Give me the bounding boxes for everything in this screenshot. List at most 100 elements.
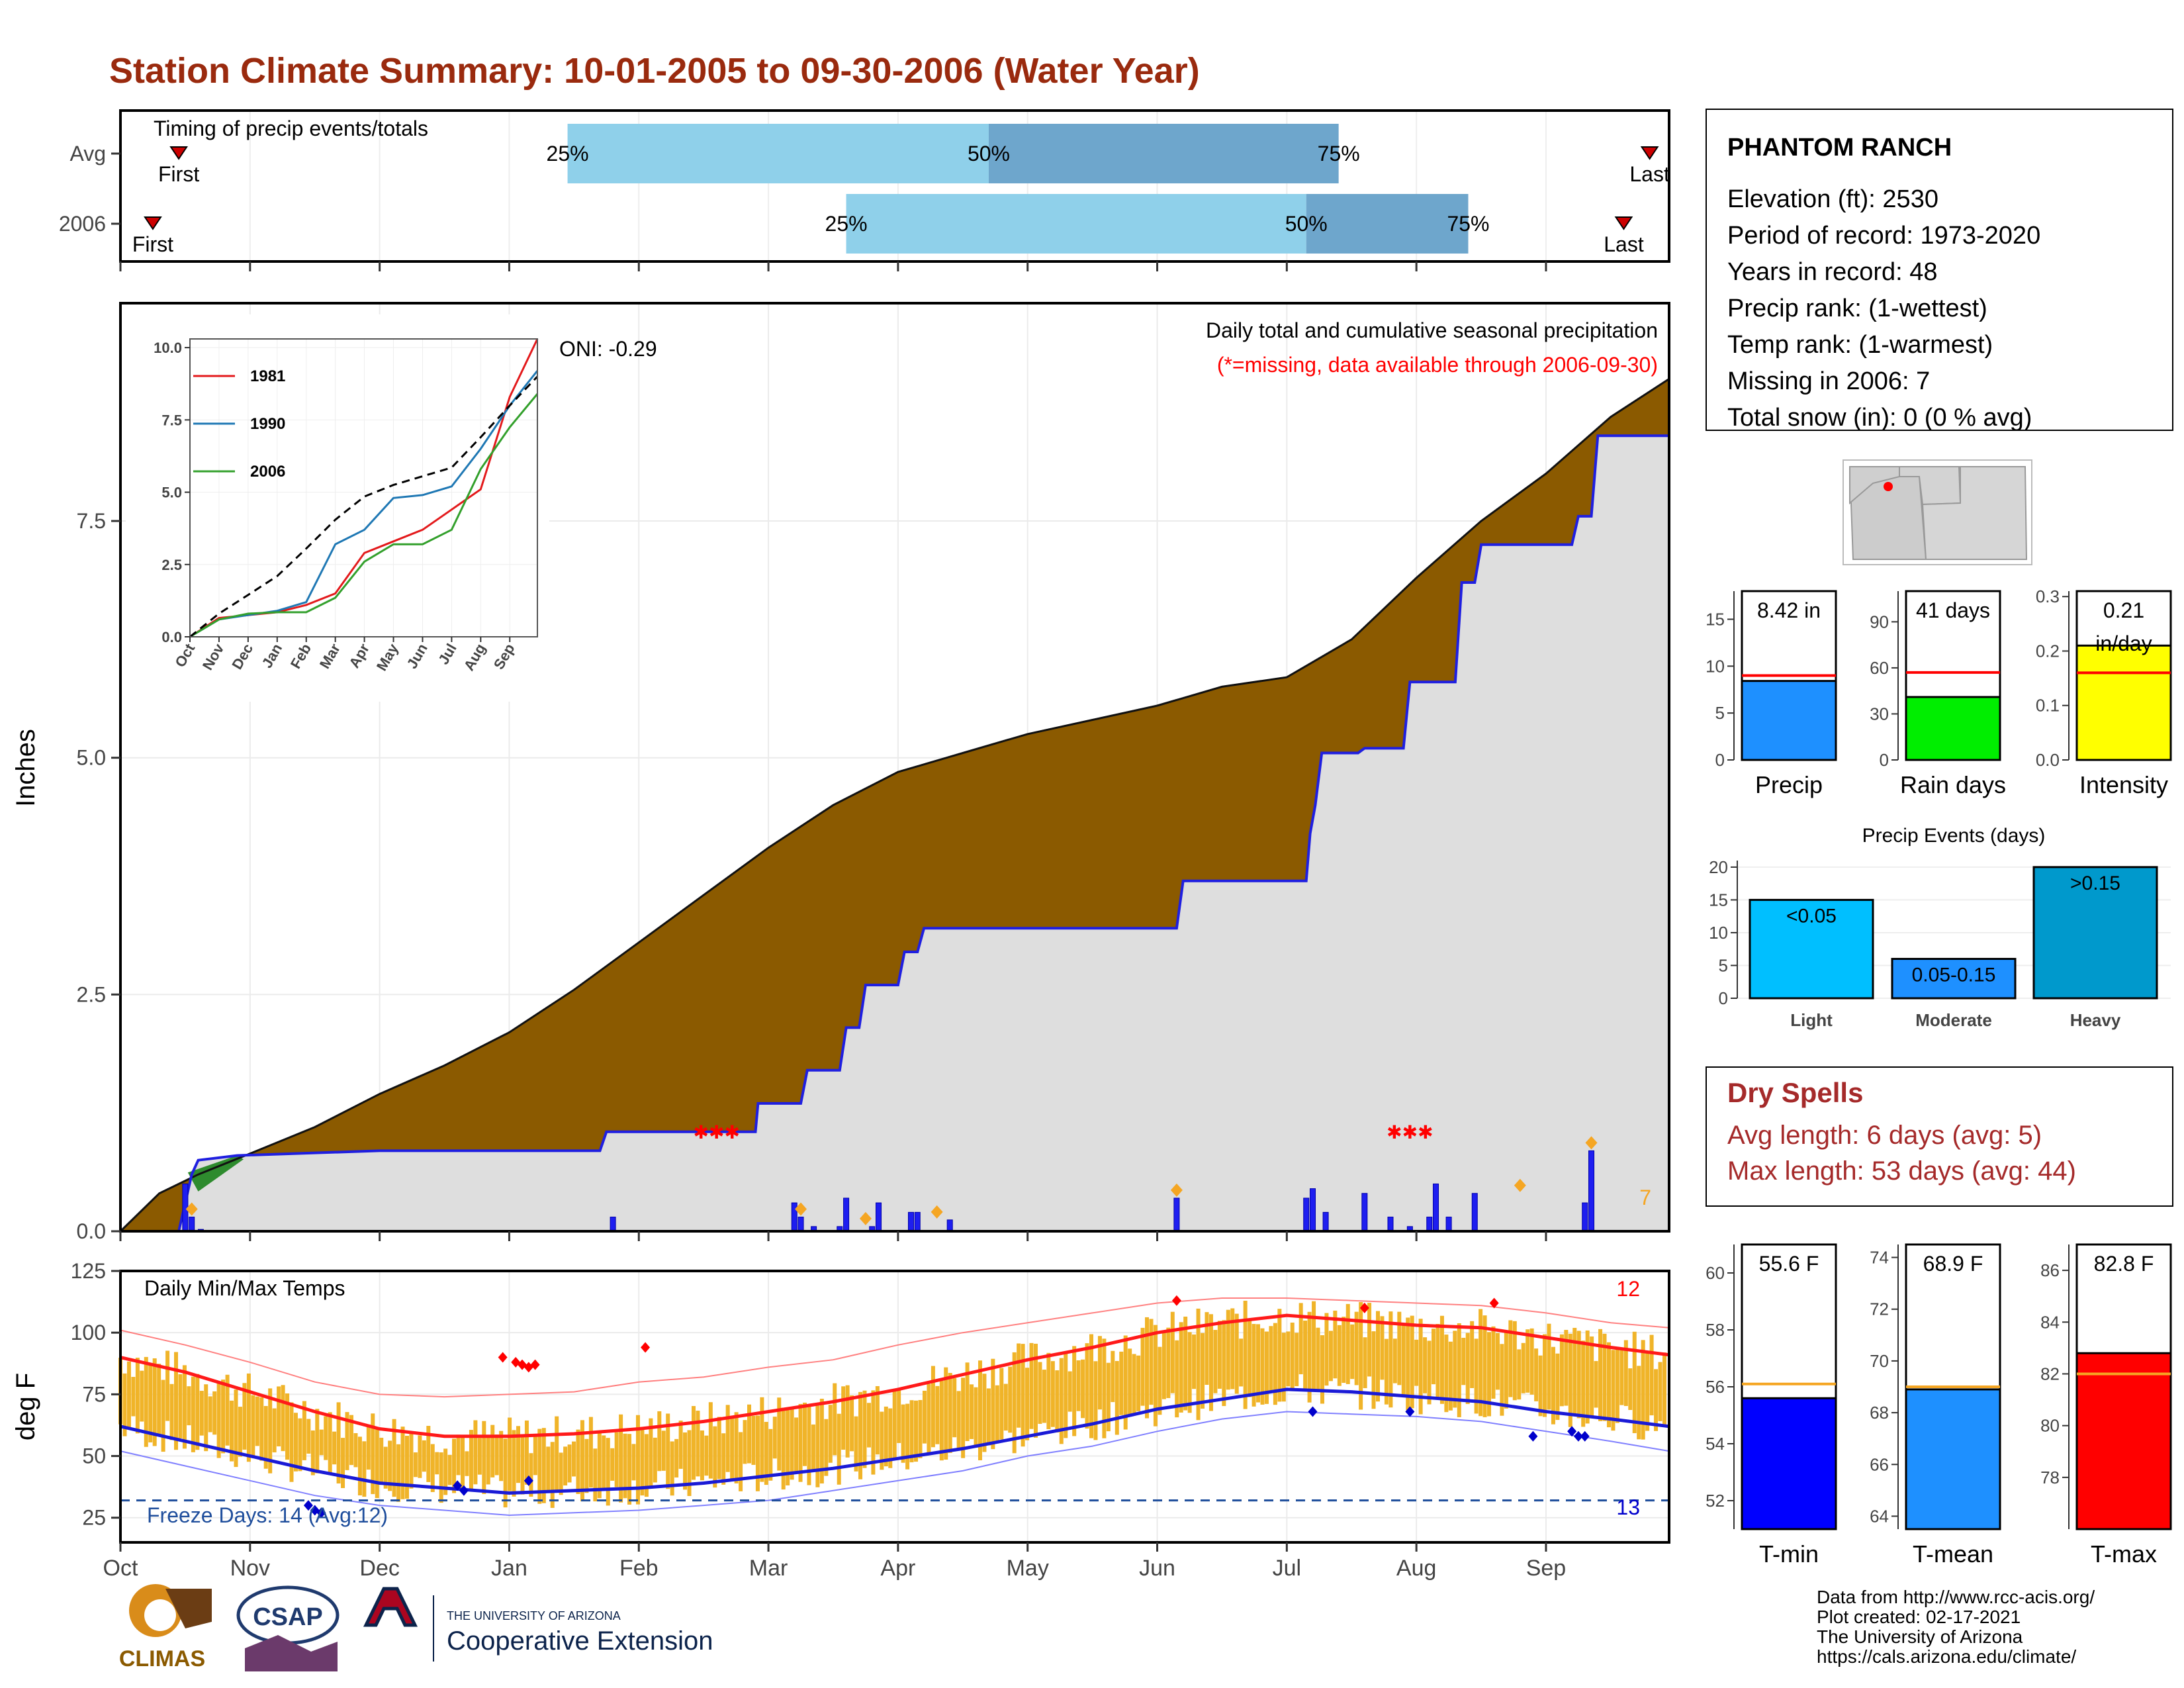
daily-temp-bar	[670, 1441, 674, 1496]
daily-temp-bar	[841, 1386, 846, 1450]
daily-temp-bar	[388, 1440, 392, 1491]
daily-temp-bar	[135, 1358, 140, 1434]
timing-panel: 25% 50% 75% First Last 25% 50% 75% First Last Tim…	[59, 109, 1670, 271]
daily-temp-bar	[1637, 1366, 1641, 1440]
heavy-event-marker	[1514, 1178, 1526, 1192]
events-bar-label: >0.15	[2070, 872, 2120, 894]
daily-temp-bar	[1439, 1315, 1444, 1404]
daily-temp-bar	[1033, 1343, 1038, 1438]
mini-value-label: 41 days	[1916, 598, 1990, 622]
daily-temp-bar	[1072, 1346, 1077, 1436]
events-y-tick-label: 20	[1709, 857, 1728, 877]
events-bar-label: 0.05-0.15	[1912, 964, 1996, 986]
mini-bar-fill	[1905, 696, 2001, 761]
daily-temp-bar	[494, 1434, 499, 1476]
station-info-frame	[1706, 109, 2173, 431]
precip-events-title: Precip Events (days)	[1862, 825, 2046, 847]
events-category-label: Light	[1790, 1010, 1833, 1030]
daily-temp-bar	[1482, 1315, 1487, 1417]
daily-temp-bar	[293, 1413, 298, 1472]
daily-temp-bar	[1170, 1311, 1175, 1393]
mini-value-label: 82.8 F	[2094, 1252, 2154, 1276]
daily-temp-bar	[854, 1416, 858, 1472]
mini-bar-fill	[2075, 1352, 2172, 1530]
daily-temp-bar	[1243, 1300, 1248, 1409]
daily-temp-bar	[588, 1417, 593, 1488]
daily-temp-bar	[499, 1430, 504, 1481]
daily-temp-bar	[208, 1396, 212, 1432]
daily-temp-bar	[1111, 1350, 1115, 1403]
daily-temp-bar	[914, 1400, 919, 1462]
timing-bar-q25-q50	[846, 194, 1306, 254]
daily-temp-bar	[1461, 1337, 1466, 1385]
daily-temp-bar	[961, 1378, 966, 1458]
daily-temp-bar	[1217, 1321, 1222, 1389]
timing-bar-q25-q50	[567, 124, 989, 183]
daily-temp-bar	[580, 1420, 584, 1502]
mini-value-label: 0.21	[2103, 598, 2144, 622]
daily-temp-bar	[666, 1413, 670, 1489]
daily-temp-bar	[430, 1444, 435, 1492]
daily-temp-bar	[610, 1448, 615, 1481]
daily-temp-bar	[1538, 1355, 1543, 1417]
temp-y-tick-label: 75	[82, 1382, 106, 1406]
record-tmin-line	[120, 1411, 1670, 1517]
csap-logo: CSAP	[236, 1585, 340, 1671]
footer-credit-line: The University of Arizona	[1817, 1626, 2023, 1647]
daily-temp-bar	[627, 1434, 632, 1505]
footer-credit-line: https://cals.arizona.edu/climate/	[1817, 1646, 2076, 1667]
inset-y-ticks: 0.0 2.5 5.0 7.5 10.0	[154, 340, 190, 645]
daily-temp-bar	[1183, 1316, 1188, 1411]
mini-value-label: 8.42 in	[1757, 598, 1821, 622]
mini-tmean: 64 66 68 70 72 74 68.9 F T-mean	[1870, 1243, 2001, 1568]
record-low-marker	[1580, 1430, 1590, 1442]
daily-temp-bar	[1093, 1361, 1098, 1440]
daily-temp-bar	[803, 1402, 807, 1466]
daily-temp-bar	[332, 1431, 337, 1465]
daily-temp-bar	[1230, 1308, 1235, 1389]
mini-precip-charts: 0 5 10 15 8.42 in Precip 0 30 60 90 41 days Rain da…	[1706, 586, 2172, 798]
heavy-event-marker	[859, 1211, 872, 1225]
dry-spells-max: Max length: 53 days (avg: 44)	[1727, 1156, 2076, 1186]
mini-y-tick-label: 60	[1706, 1263, 1725, 1283]
daily-temp-bar	[956, 1391, 961, 1450]
footer-logos: CLIMAS CSAP THE UNIVERSITY OF ARIZONA Co…	[119, 1584, 713, 1671]
daily-temp-bar	[328, 1412, 332, 1475]
daily-temp-bar	[126, 1361, 131, 1429]
daily-temp-bar	[1414, 1339, 1419, 1386]
daily-temp-bar	[439, 1452, 443, 1503]
daily-temp-bar	[1064, 1352, 1068, 1438]
daily-temp-bar	[1500, 1344, 1504, 1416]
daily-temp-bar	[1611, 1350, 1615, 1431]
daily-temp-bar	[1286, 1331, 1291, 1387]
daily-temp-bar	[396, 1444, 401, 1502]
timing-first-marker	[144, 216, 162, 230]
daily-temp-bar	[1042, 1370, 1046, 1423]
daily-temp-bar	[512, 1430, 516, 1497]
inset-series-lines	[189, 338, 539, 638]
daily-temp-bar	[508, 1417, 512, 1491]
record-high-marker	[1171, 1295, 1181, 1306]
daily-temp-bar	[751, 1415, 756, 1465]
temp-month-label: Dec	[359, 1556, 399, 1581]
daily-temp-bar	[1504, 1331, 1508, 1409]
daily-precip-bar	[610, 1217, 616, 1232]
freeze-days-label: Freeze Days: 14 (Avg:12)	[147, 1503, 388, 1527]
temp-panel-label: Daily Min/Max Temps	[144, 1276, 345, 1300]
mini-intensity: 0.0 0.1 0.2 0.3 0.21 Intensity in/day	[2036, 586, 2172, 798]
timing-row-label: Avg	[69, 142, 106, 165]
mini-tmax: 78 80 82 84 86 82.8 F T-max	[2040, 1243, 2172, 1568]
daily-temp-bar	[281, 1385, 285, 1452]
daily-temp-bar	[866, 1403, 871, 1448]
daily-precip-bar	[1303, 1197, 1310, 1232]
daily-temp-bar	[1307, 1311, 1312, 1403]
timing-last-marker	[1614, 216, 1633, 230]
daily-temp-bar	[892, 1390, 897, 1458]
daily-temp-bar	[905, 1403, 910, 1470]
mini-value-label: 68.9 F	[1923, 1252, 1983, 1276]
daily-precip-bar	[791, 1202, 797, 1232]
daily-temp-bar	[225, 1374, 230, 1446]
precip-y-tick-label: 5.0	[77, 746, 106, 770]
timing-last-label: Last	[1604, 232, 1644, 256]
temp-y-tick-label: 50	[82, 1444, 106, 1468]
